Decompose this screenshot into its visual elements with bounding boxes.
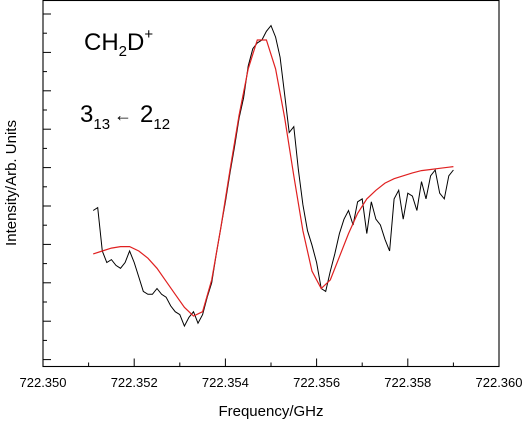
transition-arrow: ← bbox=[114, 105, 132, 125]
series-noisy-spectrum bbox=[92, 24, 454, 328]
molecule-base: CH bbox=[84, 29, 119, 56]
x-tick-label: 722.356 bbox=[293, 375, 340, 390]
molecule-superscript: + bbox=[144, 26, 153, 43]
y-axis-label: Intensity/Arb. Units bbox=[3, 120, 20, 246]
x-axis-tick-labels: 722.350 722.352 722.354 722.356 722.358 722.3… bbox=[20, 375, 523, 390]
y-axis-ticks bbox=[43, 13, 51, 361]
molecule-annotation: CH2D+ bbox=[84, 26, 153, 60]
x-axis-label: Frequency/GHz bbox=[218, 403, 323, 420]
transition-lower: 2 bbox=[140, 101, 153, 128]
molecule-label: CH2D+ bbox=[84, 26, 153, 60]
molecule-subscript: 2 bbox=[119, 43, 127, 60]
x-tick-label: 722.352 bbox=[111, 375, 158, 390]
x-tick-label: 722.350 bbox=[20, 375, 67, 390]
transition-annotation: 313 ← 212 bbox=[80, 101, 170, 133]
x-tick-label: 722.354 bbox=[202, 375, 249, 390]
molecule-mid: D bbox=[127, 29, 144, 56]
transition-label: 313 bbox=[80, 101, 110, 133]
transition-lower-subscript: 12 bbox=[153, 116, 170, 133]
series-fit-curve bbox=[93, 39, 454, 317]
x-tick-label: 722.360 bbox=[476, 375, 523, 390]
transition-upper: 3 bbox=[80, 101, 93, 128]
transition-lower-label: 212 bbox=[140, 101, 170, 133]
transition-upper-subscript: 13 bbox=[93, 116, 110, 133]
x-axis-ticks bbox=[42, 358, 500, 367]
x-tick-label: 722.358 bbox=[384, 375, 431, 390]
